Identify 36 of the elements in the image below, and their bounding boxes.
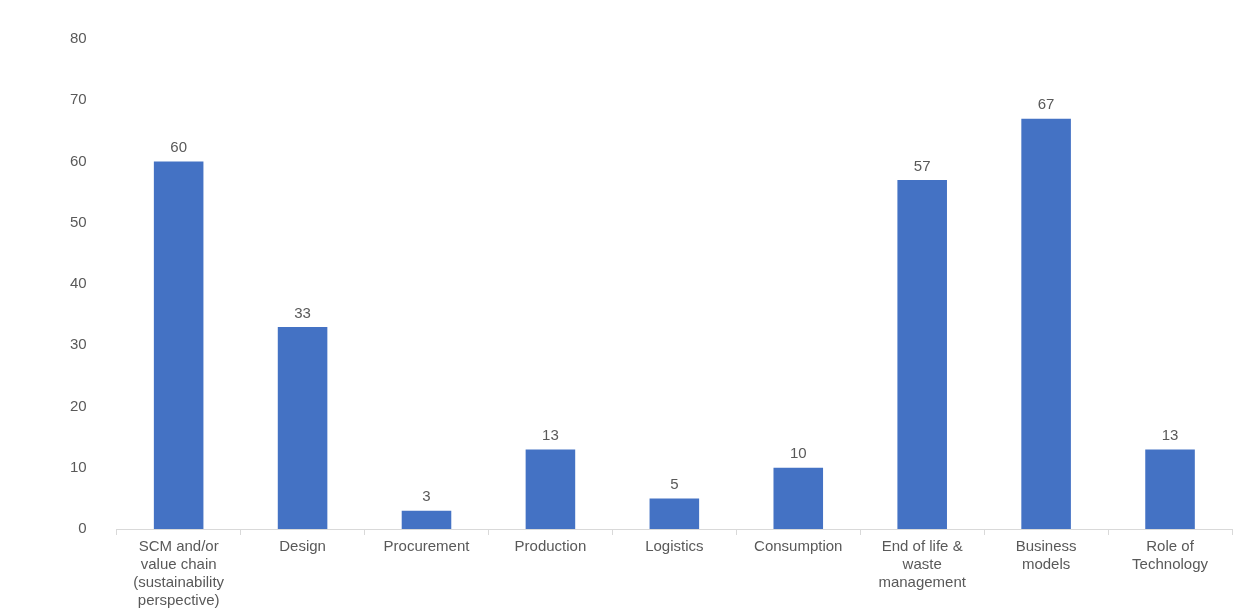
data-label: 33: [294, 303, 311, 321]
bar: [897, 179, 947, 529]
bar: [153, 161, 204, 529]
y-tick-label: 0: [78, 519, 87, 537]
y-tick-label: 60: [70, 151, 87, 169]
data-label: 60: [170, 138, 187, 156]
data-label: 10: [789, 444, 807, 462]
data-label: 57: [913, 156, 931, 174]
x-tick-label: Procurement: [383, 537, 471, 555]
bar: [277, 326, 328, 529]
y-tick-label: 50: [70, 212, 87, 230]
y-tick-label: 10: [70, 457, 87, 475]
bar: [649, 498, 700, 529]
x-tick-label: End of life & waste management: [878, 537, 967, 591]
x-tick-label: Production: [514, 537, 587, 555]
x-tick-label: Design: [279, 537, 326, 555]
y-tick-label: 40: [70, 274, 87, 292]
x-tick-label: Logistics: [645, 537, 704, 555]
data-label: 3: [422, 487, 431, 505]
x-tick-label: Role of Technology: [1132, 537, 1209, 573]
bar: [773, 467, 824, 529]
bar: [1145, 449, 1195, 529]
x-tick-label: SCM and/or value chain (sustainability perspective): [133, 537, 225, 609]
bar: [1021, 118, 1071, 529]
data-label: 67: [1037, 95, 1055, 113]
data-label: 13: [1161, 426, 1179, 444]
y-tick-label: 30: [70, 335, 87, 353]
bar: [401, 510, 452, 529]
x-tick-label: Consumption: [754, 537, 843, 555]
y-tick-label: 70: [70, 90, 87, 108]
bar: [525, 449, 576, 529]
y-tick-label: 80: [70, 29, 87, 47]
data-label: 5: [670, 475, 679, 493]
data-label: 13: [542, 426, 559, 444]
x-tick-label: Business models: [1015, 537, 1077, 573]
y-tick-label: 20: [70, 396, 87, 414]
